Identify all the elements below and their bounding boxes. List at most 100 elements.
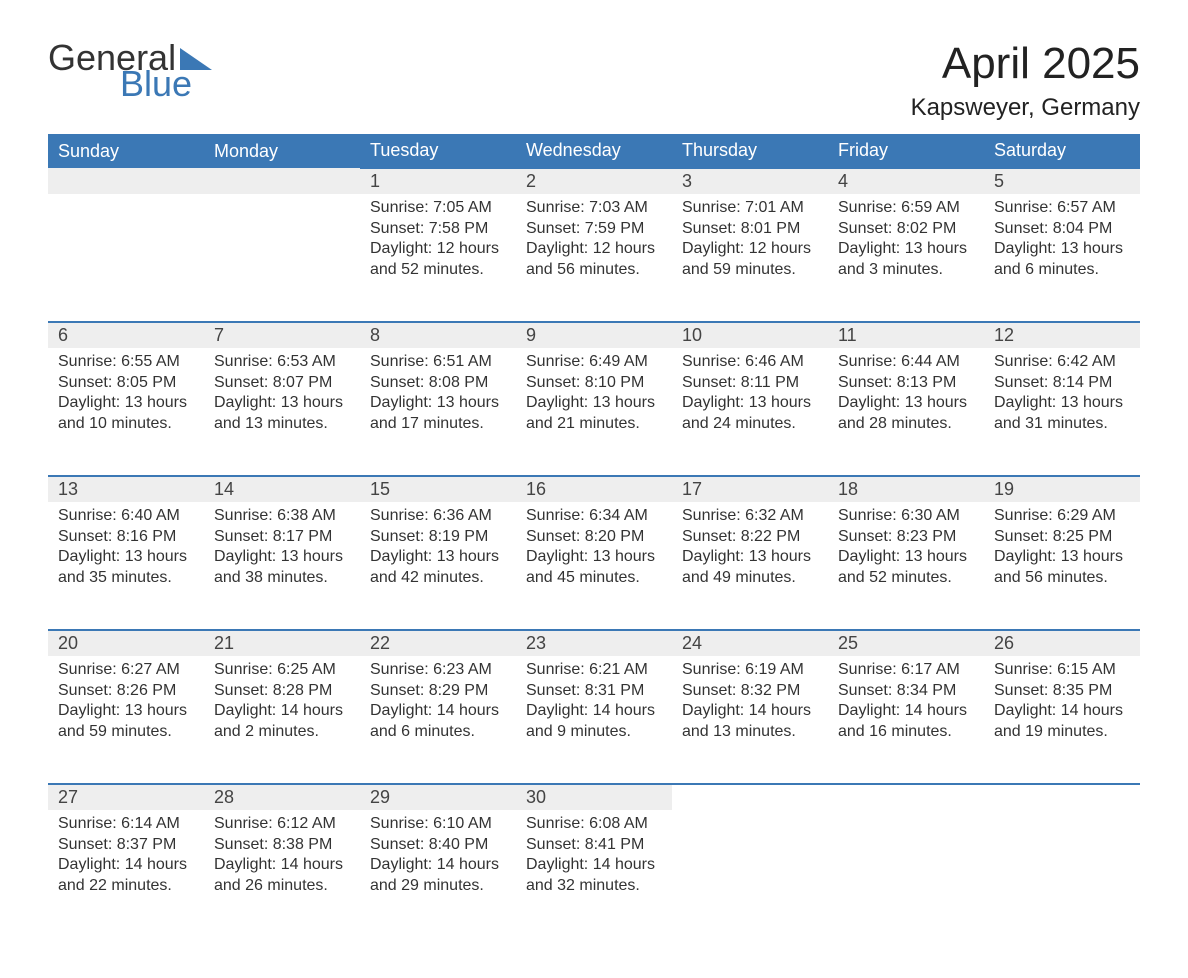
day-cell: Sunrise: 6:44 AMSunset: 8:13 PMDaylight:… [828, 348, 984, 476]
sunrise-line: Sunrise: 6:44 AM [838, 352, 974, 372]
sunrise-line: Sunrise: 6:51 AM [370, 352, 506, 372]
sunset-line: Sunset: 8:17 PM [214, 527, 350, 547]
daylight-line: Daylight: 12 hours and 56 minutes. [526, 239, 662, 280]
sunset-line: Sunset: 8:23 PM [838, 527, 974, 547]
day-cell: Sunrise: 6:46 AMSunset: 8:11 PMDaylight:… [672, 348, 828, 476]
day-cell: Sunrise: 6:30 AMSunset: 8:23 PMDaylight:… [828, 502, 984, 630]
day-number: 11 [828, 322, 984, 348]
day-cell: Sunrise: 6:19 AMSunset: 8:32 PMDaylight:… [672, 656, 828, 784]
day-number-empty [204, 168, 360, 194]
sunrise-line: Sunrise: 7:01 AM [682, 198, 818, 218]
daylight-line: Daylight: 14 hours and 26 minutes. [214, 855, 350, 896]
day-number: 4 [828, 168, 984, 194]
sunset-line: Sunset: 8:10 PM [526, 373, 662, 393]
day-number: 9 [516, 322, 672, 348]
day-cell-empty [204, 194, 360, 322]
day-cell: Sunrise: 6:34 AMSunset: 8:20 PMDaylight:… [516, 502, 672, 630]
sunset-line: Sunset: 8:01 PM [682, 219, 818, 239]
daylight-line: Daylight: 13 hours and 13 minutes. [214, 393, 350, 434]
sunset-line: Sunset: 8:34 PM [838, 681, 974, 701]
daylight-line: Daylight: 13 hours and 49 minutes. [682, 547, 818, 588]
sunset-line: Sunset: 8:35 PM [994, 681, 1130, 701]
day-number: 29 [360, 784, 516, 810]
daylight-line: Daylight: 13 hours and 35 minutes. [58, 547, 194, 588]
sunrise-line: Sunrise: 6:15 AM [994, 660, 1130, 680]
daylight-line: Daylight: 14 hours and 9 minutes. [526, 701, 662, 742]
sunset-line: Sunset: 8:07 PM [214, 373, 350, 393]
day-cell: Sunrise: 6:51 AMSunset: 8:08 PMDaylight:… [360, 348, 516, 476]
day-cell: Sunrise: 6:17 AMSunset: 8:34 PMDaylight:… [828, 656, 984, 784]
sunset-line: Sunset: 8:02 PM [838, 219, 974, 239]
month-title: April 2025 [911, 40, 1140, 88]
day-cell: Sunrise: 6:15 AMSunset: 8:35 PMDaylight:… [984, 656, 1140, 784]
sunrise-line: Sunrise: 6:27 AM [58, 660, 194, 680]
weekday-header: Monday [204, 134, 360, 168]
sunset-line: Sunset: 8:20 PM [526, 527, 662, 547]
sunrise-line: Sunrise: 6:19 AM [682, 660, 818, 680]
sunrise-line: Sunrise: 6:08 AM [526, 814, 662, 834]
week-daynum-row: 27282930 [48, 784, 1140, 810]
day-number: 19 [984, 476, 1140, 502]
daylight-line: Daylight: 13 hours and 17 minutes. [370, 393, 506, 434]
sunrise-line: Sunrise: 6:32 AM [682, 506, 818, 526]
day-cell: Sunrise: 6:29 AMSunset: 8:25 PMDaylight:… [984, 502, 1140, 630]
weekday-header: Wednesday [516, 134, 672, 168]
day-number: 18 [828, 476, 984, 502]
day-cell: Sunrise: 6:38 AMSunset: 8:17 PMDaylight:… [204, 502, 360, 630]
sunrise-line: Sunrise: 6:38 AM [214, 506, 350, 526]
sunset-line: Sunset: 8:11 PM [682, 373, 818, 393]
sunrise-line: Sunrise: 6:40 AM [58, 506, 194, 526]
week-daynum-row: 6789101112 [48, 322, 1140, 348]
week-content-row: Sunrise: 6:14 AMSunset: 8:37 PMDaylight:… [48, 810, 1140, 938]
day-cell: Sunrise: 6:49 AMSunset: 8:10 PMDaylight:… [516, 348, 672, 476]
day-number: 25 [828, 630, 984, 656]
day-number-empty [672, 784, 828, 810]
sunrise-line: Sunrise: 6:17 AM [838, 660, 974, 680]
day-number-empty [828, 784, 984, 810]
day-number: 24 [672, 630, 828, 656]
daylight-line: Daylight: 13 hours and 52 minutes. [838, 547, 974, 588]
day-number: 7 [204, 322, 360, 348]
sunset-line: Sunset: 8:38 PM [214, 835, 350, 855]
day-number: 16 [516, 476, 672, 502]
sunset-line: Sunset: 8:40 PM [370, 835, 506, 855]
day-cell: Sunrise: 7:01 AMSunset: 8:01 PMDaylight:… [672, 194, 828, 322]
week-content-row: Sunrise: 6:27 AMSunset: 8:26 PMDaylight:… [48, 656, 1140, 784]
daylight-line: Daylight: 13 hours and 31 minutes. [994, 393, 1130, 434]
daylight-line: Daylight: 14 hours and 2 minutes. [214, 701, 350, 742]
sunrise-line: Sunrise: 6:21 AM [526, 660, 662, 680]
daylight-line: Daylight: 14 hours and 32 minutes. [526, 855, 662, 896]
sunrise-line: Sunrise: 6:30 AM [838, 506, 974, 526]
day-cell: Sunrise: 6:57 AMSunset: 8:04 PMDaylight:… [984, 194, 1140, 322]
sunrise-line: Sunrise: 6:49 AM [526, 352, 662, 372]
sunset-line: Sunset: 8:31 PM [526, 681, 662, 701]
calendar-table: SundayMondayTuesdayWednesdayThursdayFrid… [48, 134, 1140, 938]
day-cell: Sunrise: 6:08 AMSunset: 8:41 PMDaylight:… [516, 810, 672, 938]
daylight-line: Daylight: 13 hours and 3 minutes. [838, 239, 974, 280]
day-number: 6 [48, 322, 204, 348]
day-number: 21 [204, 630, 360, 656]
daylight-line: Daylight: 13 hours and 45 minutes. [526, 547, 662, 588]
sunrise-line: Sunrise: 6:46 AM [682, 352, 818, 372]
day-number: 26 [984, 630, 1140, 656]
day-number: 23 [516, 630, 672, 656]
day-cell: Sunrise: 6:59 AMSunset: 8:02 PMDaylight:… [828, 194, 984, 322]
day-number: 15 [360, 476, 516, 502]
day-cell: Sunrise: 6:21 AMSunset: 8:31 PMDaylight:… [516, 656, 672, 784]
daylight-line: Daylight: 13 hours and 42 minutes. [370, 547, 506, 588]
daylight-line: Daylight: 14 hours and 29 minutes. [370, 855, 506, 896]
sunset-line: Sunset: 8:19 PM [370, 527, 506, 547]
day-number: 20 [48, 630, 204, 656]
day-cell: Sunrise: 6:42 AMSunset: 8:14 PMDaylight:… [984, 348, 1140, 476]
sunset-line: Sunset: 8:16 PM [58, 527, 194, 547]
day-cell: Sunrise: 6:27 AMSunset: 8:26 PMDaylight:… [48, 656, 204, 784]
day-cell: Sunrise: 7:03 AMSunset: 7:59 PMDaylight:… [516, 194, 672, 322]
sunset-line: Sunset: 8:25 PM [994, 527, 1130, 547]
sunrise-line: Sunrise: 6:59 AM [838, 198, 974, 218]
sunrise-line: Sunrise: 6:10 AM [370, 814, 506, 834]
daylight-line: Daylight: 13 hours and 59 minutes. [58, 701, 194, 742]
week-content-row: Sunrise: 6:55 AMSunset: 8:05 PMDaylight:… [48, 348, 1140, 476]
day-number: 12 [984, 322, 1140, 348]
weekday-header: Saturday [984, 134, 1140, 168]
sunrise-line: Sunrise: 6:23 AM [370, 660, 506, 680]
